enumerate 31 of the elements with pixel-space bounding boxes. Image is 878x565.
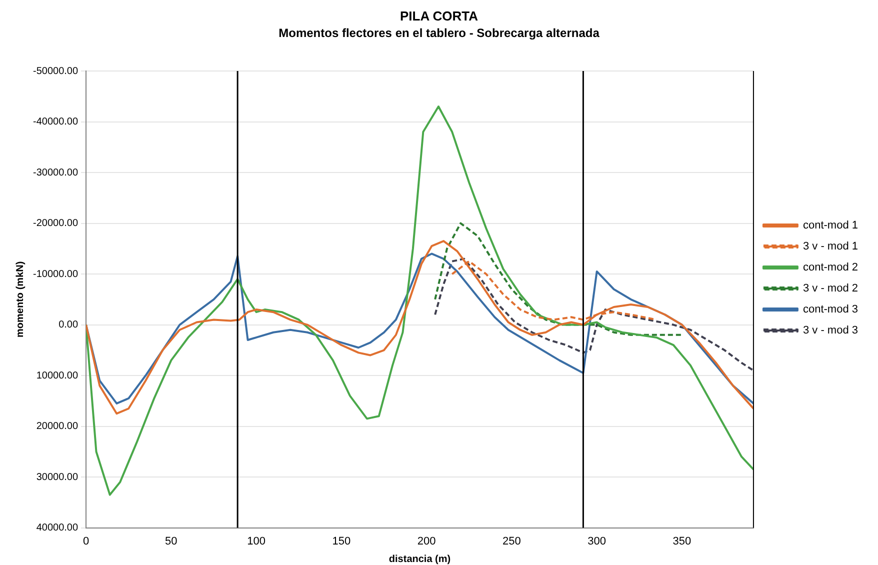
y-axis-title: momento (mkN) [14,261,26,338]
line-series [451,260,658,321]
y-tick-label: -40000.00 [32,116,78,128]
legend-label: cont-mod 3 [802,304,858,316]
x-tick-label: 150 [332,535,351,548]
x-axis-title: distancia (m) [388,554,451,565]
legend-label: cont-mod 1 [802,220,858,232]
y-tick-label: 0.00 [58,320,78,331]
y-tick-label: -10000.00 [32,268,78,280]
x-tick-label: 100 [247,535,266,548]
x-tick-label: 300 [588,535,606,548]
y-tick-label: 20000.00 [36,421,78,432]
legend-label: 3 v - mod 3 [802,324,858,337]
y-tick-label: 10000.00 [36,370,78,382]
legend-label: 3 v - mod 1 [802,240,858,253]
y-tick-label: -50000.00 [32,66,78,77]
x-tick-label: 0 [82,535,90,548]
y-tick-label: 30000.00 [36,472,78,483]
line-series [434,222,683,336]
y-tick-label: -20000.00 [32,218,78,230]
y-tick-label: 40000.00 [36,522,78,534]
legend-label: 3 v - mod 2 [802,282,858,295]
chart-title: PILA CORTA [400,8,479,24]
line-series [434,258,754,372]
x-tick-label: 350 [672,535,692,548]
y-tick-label: -30000.00 [32,167,78,178]
x-tick-label: 250 [502,535,521,548]
chart-subtitle: Momentos flectores en el tablero - Sobrecarga alternada [278,26,600,40]
x-tick-label: 200 [417,535,436,548]
x-tick-label: 50 [165,535,178,548]
legend-label: cont-mod 2 [802,262,858,274]
